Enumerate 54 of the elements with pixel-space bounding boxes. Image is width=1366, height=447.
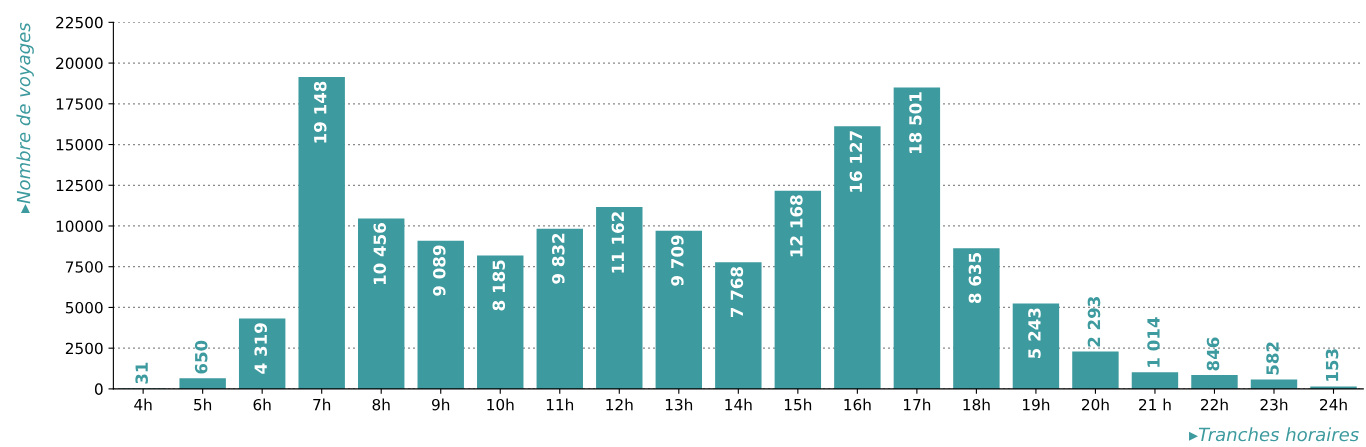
x-tick-label: 5h: [194, 398, 212, 411]
x-tick-label: 18h: [963, 398, 990, 411]
data-label: 7 768: [730, 267, 744, 318]
x-tick-label: 23h: [1260, 398, 1288, 411]
x-tick-label: 14h: [725, 398, 752, 411]
y-tick-label: 10000: [56, 220, 103, 232]
x-tick-label: 11h: [546, 398, 574, 411]
y-tick-label: 15000: [56, 139, 103, 151]
data-label: 4 319: [254, 323, 268, 374]
data-label: 9 089: [432, 245, 446, 296]
x-tick-label: 19h: [1023, 398, 1050, 411]
y-tick-label: 22500: [56, 16, 103, 29]
x-tick-label: 22h: [1201, 398, 1228, 411]
y-tick-label: 12500: [56, 179, 103, 192]
y-tick-label: 2500: [65, 342, 103, 355]
y-tick-label: 20000: [56, 57, 103, 70]
data-label: 8 185: [492, 260, 506, 311]
x-axis-title: ▸Tranches horaires: [1189, 427, 1359, 442]
data-label: 12 168: [790, 195, 803, 257]
x-tick-label: 8h: [372, 398, 390, 411]
x-tick-label: 6h: [253, 398, 271, 411]
data-label: 650: [194, 340, 208, 374]
data-label: 2 293: [1087, 297, 1101, 347]
data-label: 582: [1266, 342, 1279, 375]
data-label: 1 014: [1147, 317, 1160, 367]
x-tick-label: 17h: [904, 398, 931, 411]
x-tick-label: 24h: [1320, 398, 1347, 411]
x-tick-label: 16h: [844, 398, 871, 411]
x-tick-label: 15h: [784, 398, 812, 411]
data-label: 11 162: [611, 212, 625, 273]
x-tick-label: 20h: [1081, 398, 1109, 411]
data-label: 9 709: [671, 235, 684, 286]
x-tick-label: 13h: [665, 398, 693, 411]
y-tick-label: 7500: [66, 261, 103, 273]
data-label: 153: [1325, 349, 1339, 381]
data-label: 9 832: [552, 233, 565, 284]
data-label: 16 127: [849, 131, 863, 192]
y-tick-label: 5000: [65, 301, 103, 314]
data-label: 8 635: [968, 253, 982, 304]
x-tick-label: 21 h: [1139, 398, 1171, 411]
data-label: 18 501: [909, 92, 922, 154]
x-tick-label: 10h: [487, 398, 514, 411]
data-label: 31: [135, 362, 148, 384]
x-tick-label: 9h: [431, 398, 450, 411]
data-label: 5 243: [1028, 308, 1041, 359]
y-tick-label: 0: [94, 383, 103, 395]
x-tick-label: 12h: [606, 398, 633, 411]
x-tick-label: 4h: [134, 398, 152, 411]
data-label: 10 456: [373, 223, 387, 285]
data-label: 846: [1206, 337, 1220, 371]
y-axis-title: ▸Nombre de voyages: [16, 22, 34, 214]
y-tick-label: 17500: [56, 98, 103, 110]
data-label: 19 148: [313, 81, 327, 143]
x-tick-label: 7h: [313, 398, 331, 411]
